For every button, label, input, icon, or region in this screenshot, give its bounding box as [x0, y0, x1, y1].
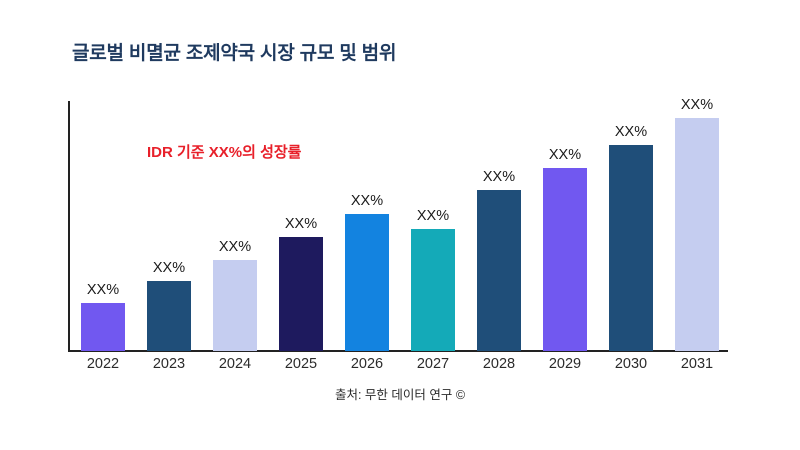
bar-value-label-2028: XX% [482, 169, 516, 185]
bar-group: XX% [400, 101, 466, 351]
bar-value-label-2027: XX% [416, 208, 450, 224]
x-tick-label-2023: 2023 [152, 356, 186, 372]
bar-group: XX% [664, 97, 730, 351]
x-tick-label-2024: 2024 [218, 356, 252, 372]
bar-2026[interactable] [345, 214, 389, 351]
bar-value-label-2025: XX% [284, 216, 318, 232]
bar-group: XX% [268, 101, 334, 351]
bar-2027[interactable] [411, 229, 455, 351]
bar-value-label-2022: XX% [86, 282, 120, 298]
bar-value-label-2023: XX% [152, 260, 186, 276]
x-tick-label-2030: 2030 [614, 356, 648, 372]
x-axis-line [68, 350, 728, 352]
bar-value-label-2024: XX% [218, 239, 252, 255]
bar-2025[interactable] [279, 237, 323, 351]
bar-2024[interactable] [213, 260, 257, 351]
x-tick-label-2025: 2025 [284, 356, 318, 372]
bar-2031[interactable] [675, 118, 719, 351]
bar-group: XX% [334, 101, 400, 351]
bar-2028[interactable] [477, 190, 521, 351]
x-tick-label-2029: 2029 [548, 356, 582, 372]
source-note: 출처: 무한 데이터 연구 © [334, 388, 466, 402]
bar-group: XX% [532, 101, 598, 351]
bar-group: XX% [598, 101, 664, 351]
bar-2022[interactable] [81, 303, 125, 351]
x-tick-label-2027: 2027 [416, 356, 450, 372]
bar-value-label-2031: XX% [680, 97, 714, 113]
x-tick-label-2022: 2022 [86, 356, 120, 372]
bar-group: XX% [136, 101, 202, 351]
bar-value-label-2030: XX% [614, 124, 648, 140]
x-tick-label-2028: 2028 [482, 356, 516, 372]
bar-group: XX% [202, 101, 268, 351]
bar-2029[interactable] [543, 168, 587, 351]
bar-2030[interactable] [609, 145, 653, 351]
growth-rate-annotation: IDR 기준 XX%의 성장률 [147, 144, 302, 161]
bar-group: XX% [466, 101, 532, 351]
chart-title: 글로벌 비멸균 조제약국 시장 규모 및 범위 [72, 43, 397, 64]
x-tick-label-2031: 2031 [680, 356, 714, 372]
bar-2023[interactable] [147, 281, 191, 351]
bar-value-label-2029: XX% [548, 147, 582, 163]
plot-area: XX% XX% XX% XX% XX% XX% XX% XX% XX% XX% [68, 97, 730, 351]
bar-group: XX% [70, 101, 136, 351]
bar-value-label-2026: XX% [350, 193, 384, 209]
x-tick-label-2026: 2026 [350, 356, 384, 372]
y-axis-line [68, 101, 70, 352]
